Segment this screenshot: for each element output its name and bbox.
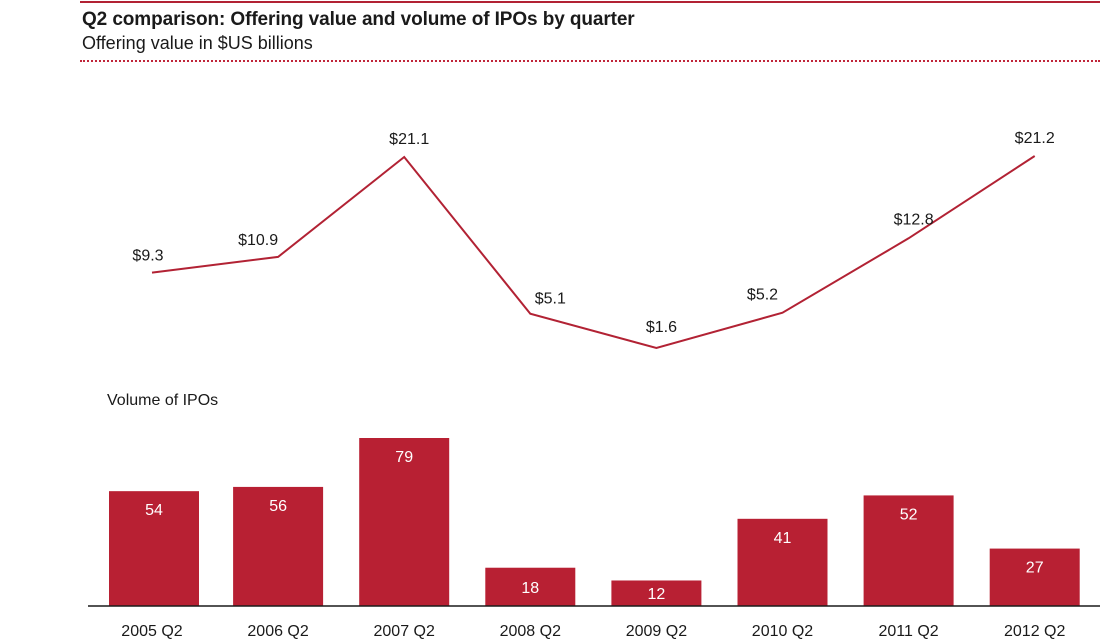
bar-value-label: 12 [648, 586, 666, 603]
line-value-label: $21.1 [389, 131, 429, 148]
bar-chart: 54 56 79 18 12 41 52 27 [109, 438, 1080, 606]
x-tick-label: 2008 Q2 [500, 623, 561, 640]
top-rule [80, 1, 1100, 3]
bar-value-label: 41 [774, 530, 792, 547]
bar-value-label: 54 [145, 502, 163, 519]
line-value-label: $9.3 [132, 248, 163, 265]
x-tick-label: 2010 Q2 [752, 623, 813, 640]
x-tick-label: 2009 Q2 [626, 623, 687, 640]
x-tick-label: 2011 Q2 [878, 623, 938, 640]
line-value-label: $21.2 [1015, 130, 1055, 147]
x-tick-label: 2007 Q2 [374, 623, 435, 640]
bar [737, 518, 828, 606]
bar-value-label: 18 [521, 580, 539, 597]
chart-title: Q2 comparison: Offering value and volume… [82, 9, 635, 30]
line-value-label: $1.6 [646, 319, 677, 336]
line-value-label: $10.9 [238, 232, 278, 249]
bar-value-label: 52 [900, 506, 918, 523]
offering-value-line [151, 155, 1036, 350]
bar-value-label: 56 [269, 498, 287, 515]
line-value-label: $5.2 [747, 287, 778, 304]
dotted-divider [80, 60, 1100, 62]
bar [863, 495, 954, 606]
bar [233, 486, 324, 606]
chart-subtitle: Offering value in $US billions [82, 33, 313, 53]
bar [485, 567, 576, 606]
bar [611, 580, 702, 606]
bar-value-label: 79 [395, 449, 413, 466]
bar-section-label: Volume of IPOs [107, 392, 218, 409]
bar [989, 548, 1080, 606]
line-chart: $9.3 $10.9 $21.1 $5.1 $1.6 $5.2 $12.8 $21.2 [132, 130, 1055, 350]
x-tick-label: 2006 Q2 [247, 623, 308, 640]
bar [109, 491, 199, 606]
x-tick-label: 2012 Q2 [1004, 623, 1065, 640]
x-axis-labels: 2005 Q2 2006 Q2 2007 Q2 2008 Q2 2009 Q2 2010 … [121, 623, 1065, 640]
line-value-label: $12.8 [894, 211, 934, 228]
line-value-label: $5.1 [535, 291, 566, 308]
x-tick-label: 2005 Q2 [121, 623, 182, 640]
bar-value-label: 27 [1026, 560, 1044, 577]
bar [359, 438, 450, 606]
